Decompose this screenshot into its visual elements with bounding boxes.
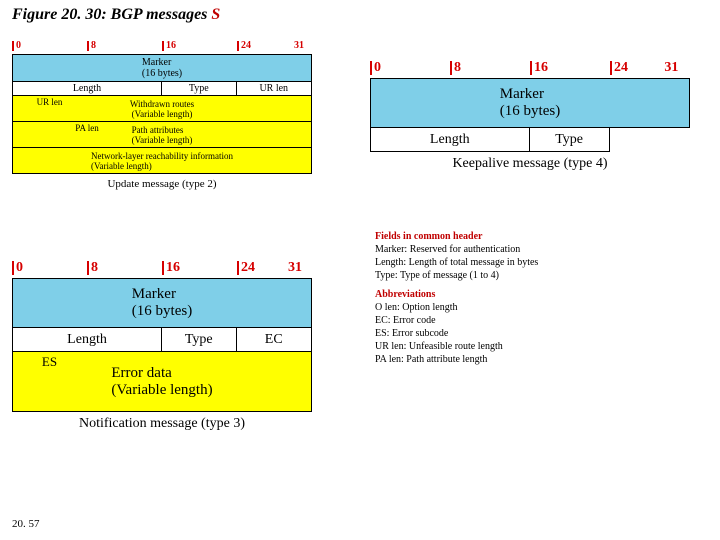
type-field: Type bbox=[162, 82, 237, 95]
legend-line: O len: Option length bbox=[375, 301, 705, 314]
tick: 0 bbox=[374, 60, 381, 75]
legend-line: Marker: Reserved for authentication bbox=[375, 243, 705, 256]
tick: 24 bbox=[614, 60, 628, 75]
tick: 16 bbox=[166, 260, 180, 275]
legend-line: ES: Error subcode bbox=[375, 327, 705, 340]
nlri: Network-layer reachability information (… bbox=[12, 148, 312, 174]
keep-ticks: 0 8 16 24 31 bbox=[370, 60, 690, 78]
update-row1: Length Type UR len bbox=[12, 82, 312, 96]
tick: 16 bbox=[166, 40, 176, 51]
legend-line: UR len: Unfeasible route length bbox=[375, 340, 705, 353]
urlen-field: UR len bbox=[237, 82, 312, 95]
urlen-cont: UR len bbox=[12, 96, 87, 108]
legend-line: PA len: Path attribute length bbox=[375, 353, 705, 366]
tick: 8 bbox=[91, 40, 96, 51]
tick: 24 bbox=[241, 260, 255, 275]
tick: 16 bbox=[534, 60, 548, 75]
es-row: ES bbox=[12, 352, 87, 372]
notification-diagram: 0 8 16 24 31 Marker (16 bytes) Length Ty… bbox=[12, 260, 312, 432]
es-label: ES bbox=[13, 352, 86, 371]
update-caption: Update message (type 2) bbox=[12, 178, 312, 190]
title-main: Figure 20. 30: BGP messages bbox=[12, 6, 207, 23]
legend-line: Length: Length of total message in bytes bbox=[375, 256, 705, 269]
tick: 24 bbox=[241, 40, 251, 51]
figure-title: Figure 20. 30: BGP messages S bbox=[12, 6, 220, 24]
length-field: Length bbox=[371, 128, 530, 151]
length-field: Length bbox=[13, 328, 162, 351]
tick: 31 bbox=[294, 40, 304, 51]
legend-line: EC: Error code bbox=[375, 314, 705, 327]
length-field: Length bbox=[13, 82, 162, 95]
update-diagram: 0 8 16 24 31 Marker (16 bytes) Length Ty… bbox=[12, 40, 312, 190]
ec-field: EC bbox=[237, 328, 312, 351]
update-ticks: 0 8 16 24 31 bbox=[12, 40, 312, 54]
keep-marker: Marker (16 bytes) bbox=[370, 78, 690, 128]
tick: 0 bbox=[16, 40, 21, 51]
tick: 8 bbox=[91, 260, 98, 275]
page-number: 20. 57 bbox=[12, 518, 40, 530]
legend-header-2: Abbreviations bbox=[375, 288, 705, 301]
notif-row1: Length Type EC bbox=[12, 328, 312, 352]
type-field: Type bbox=[530, 128, 609, 151]
tick: 31 bbox=[664, 60, 678, 75]
notif-caption: Notification message (type 3) bbox=[12, 416, 312, 432]
tick: 0 bbox=[16, 260, 23, 275]
type-field: Type bbox=[162, 328, 237, 351]
keep-row1: Length Type bbox=[370, 128, 610, 152]
title-suffix: S bbox=[211, 6, 220, 23]
tick: 8 bbox=[454, 60, 461, 75]
legend-line: Type: Type of message (1 to 4) bbox=[375, 269, 705, 282]
keep-caption: Keepalive message (type 4) bbox=[370, 156, 690, 172]
update-marker: Marker (16 bytes) bbox=[12, 54, 312, 82]
notif-marker: Marker (16 bytes) bbox=[12, 278, 312, 328]
urlen-label: UR len bbox=[13, 96, 86, 107]
keepalive-diagram: 0 8 16 24 31 Marker (16 bytes) Length Ty… bbox=[370, 60, 690, 172]
legend: Fields in common header Marker: Reserved… bbox=[375, 230, 705, 366]
legend-header-1: Fields in common header bbox=[375, 230, 705, 243]
tick: 31 bbox=[288, 260, 302, 275]
notif-ticks: 0 8 16 24 31 bbox=[12, 260, 312, 278]
